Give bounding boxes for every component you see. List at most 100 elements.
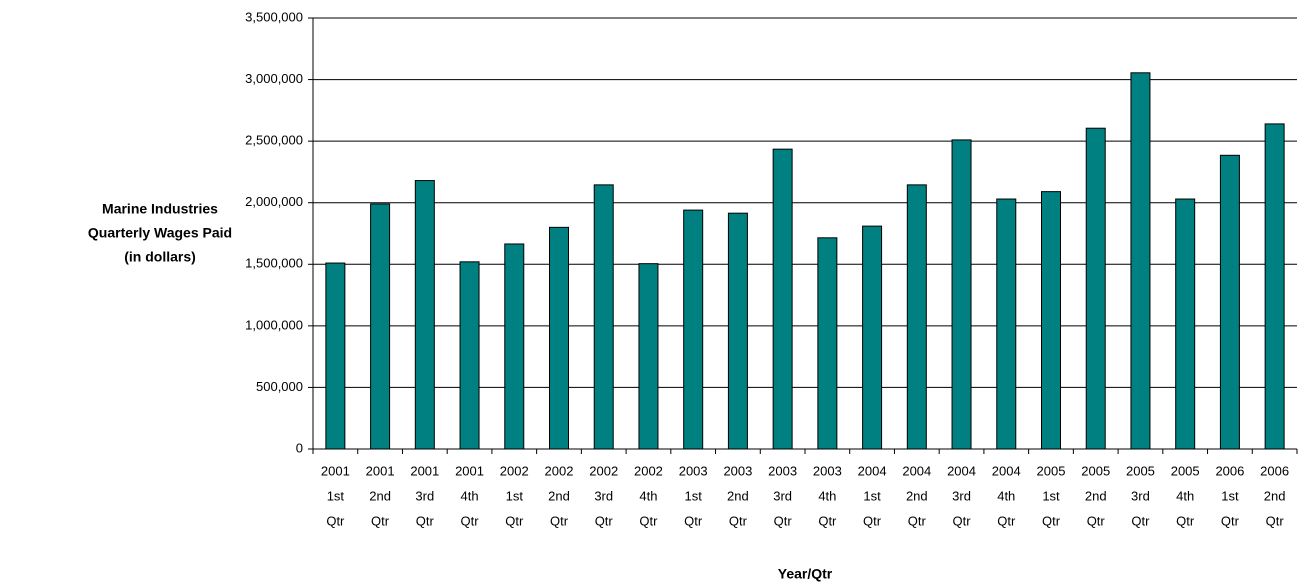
x-tick-label: 1st — [685, 488, 703, 503]
x-tick-label: 2002 — [589, 463, 618, 478]
x-tick-label: 2nd — [1085, 488, 1107, 503]
x-tick-label: 2nd — [906, 488, 928, 503]
x-tick-label: Qtr — [1221, 513, 1240, 528]
x-tick-label: Qtr — [1131, 513, 1150, 528]
x-tick-label: 1st — [327, 488, 345, 503]
x-tick-label: 1st — [506, 488, 524, 503]
x-tick-label: 2001 — [455, 463, 484, 478]
bar — [1219, 154, 1240, 450]
bar — [504, 243, 525, 450]
x-axis-title: Year/Qtr — [778, 566, 833, 582]
x-tick-label: 3rd — [773, 488, 792, 503]
x-tick-label: 2002 — [500, 463, 529, 478]
y-tick-label: 0 — [296, 440, 303, 455]
x-tick-label: Qtr — [818, 513, 837, 528]
x-tick-label: 2001 — [410, 463, 439, 478]
bar — [951, 139, 972, 450]
x-tick-label: Qtr — [595, 513, 614, 528]
bar — [370, 203, 391, 450]
bar — [459, 261, 480, 450]
x-tick-label: Qtr — [953, 513, 972, 528]
y-axis-title: Marine Industries — [102, 201, 218, 217]
x-tick-label: 2002 — [634, 463, 663, 478]
bar — [906, 184, 927, 450]
x-tick-label: Qtr — [908, 513, 927, 528]
x-tick-label: 2nd — [369, 488, 391, 503]
bar — [325, 262, 346, 450]
x-tick-label: Qtr — [1042, 513, 1061, 528]
bar — [772, 148, 793, 450]
x-tick-label: 2004 — [947, 463, 976, 478]
x-tick-label: 3rd — [594, 488, 613, 503]
x-tick-label: 2004 — [992, 463, 1021, 478]
x-tick-label: Qtr — [326, 513, 345, 528]
bar — [549, 226, 569, 450]
x-tick-label: 3rd — [415, 488, 434, 503]
y-tick-label: 1,500,000 — [245, 256, 303, 271]
x-tick-label: Qtr — [863, 513, 882, 528]
x-tick-label: 2nd — [1264, 488, 1286, 503]
y-tick-label: 500,000 — [256, 379, 303, 394]
bar — [817, 237, 838, 450]
x-tick-label: Qtr — [505, 513, 524, 528]
x-tick-label: 2004 — [902, 463, 931, 478]
bar — [727, 212, 748, 450]
x-tick-label: Qtr — [1087, 513, 1106, 528]
x-tick-label: 2nd — [548, 488, 570, 503]
bar — [996, 198, 1017, 450]
x-tick-label: 2006 — [1215, 463, 1244, 478]
bar — [638, 263, 659, 450]
x-tick-label: 2003 — [679, 463, 708, 478]
x-tick-label: 1st — [1221, 488, 1239, 503]
x-tick-label: Qtr — [684, 513, 703, 528]
x-tick-label: 1st — [1042, 488, 1060, 503]
x-tick-label: 2005 — [1126, 463, 1155, 478]
y-tick-label: 1,000,000 — [245, 317, 303, 332]
x-tick-label: Qtr — [774, 513, 793, 528]
x-tick-label: Qtr — [550, 513, 569, 528]
x-tick-label: 1st — [863, 488, 881, 503]
x-tick-label: 2005 — [1171, 463, 1200, 478]
x-tick-label: 2004 — [858, 463, 887, 478]
x-tick-label: 2005 — [1037, 463, 1066, 478]
bar — [1175, 198, 1196, 450]
x-tick-label: 2001 — [321, 463, 350, 478]
y-axis-title: Quarterly Wages Paid — [88, 225, 232, 241]
x-tick-label: 2003 — [813, 463, 842, 478]
y-tick-label: 2,500,000 — [245, 133, 303, 148]
x-tick-label: 4th — [1176, 488, 1194, 503]
x-tick-label: 2005 — [1081, 463, 1110, 478]
x-tick-label: 2003 — [723, 463, 752, 478]
x-tick-label: 2nd — [727, 488, 749, 503]
bar — [1085, 127, 1106, 450]
x-tick-label: Qtr — [461, 513, 480, 528]
y-axis-title: (in dollars) — [124, 249, 196, 265]
bar — [862, 225, 883, 450]
bar — [1130, 72, 1151, 450]
x-tick-label: 3rd — [1131, 488, 1150, 503]
x-tick-label: Qtr — [1176, 513, 1195, 528]
x-tick-label: 4th — [461, 488, 479, 503]
x-tick-label: Qtr — [416, 513, 435, 528]
x-tick-label: 3rd — [952, 488, 971, 503]
x-tick-label: Qtr — [1266, 513, 1285, 528]
bar — [1041, 191, 1061, 450]
x-tick-label: Qtr — [371, 513, 390, 528]
x-tick-label: 2003 — [768, 463, 797, 478]
x-tick-label: 2006 — [1260, 463, 1289, 478]
y-tick-label: 3,500,000 — [245, 9, 303, 24]
x-tick-label: Qtr — [729, 513, 748, 528]
bar — [683, 209, 704, 450]
y-tick-label: 3,000,000 — [245, 71, 303, 86]
x-tick-label: 4th — [639, 488, 657, 503]
x-tick-label: 2001 — [366, 463, 395, 478]
x-tick-label: Qtr — [997, 513, 1016, 528]
x-tick-label: 4th — [818, 488, 836, 503]
bar — [593, 184, 614, 450]
bar — [414, 180, 435, 450]
x-tick-label: 2002 — [545, 463, 574, 478]
x-tick-label: 4th — [997, 488, 1015, 503]
y-tick-label: 2,000,000 — [245, 194, 303, 209]
x-tick-label: Qtr — [639, 513, 658, 528]
